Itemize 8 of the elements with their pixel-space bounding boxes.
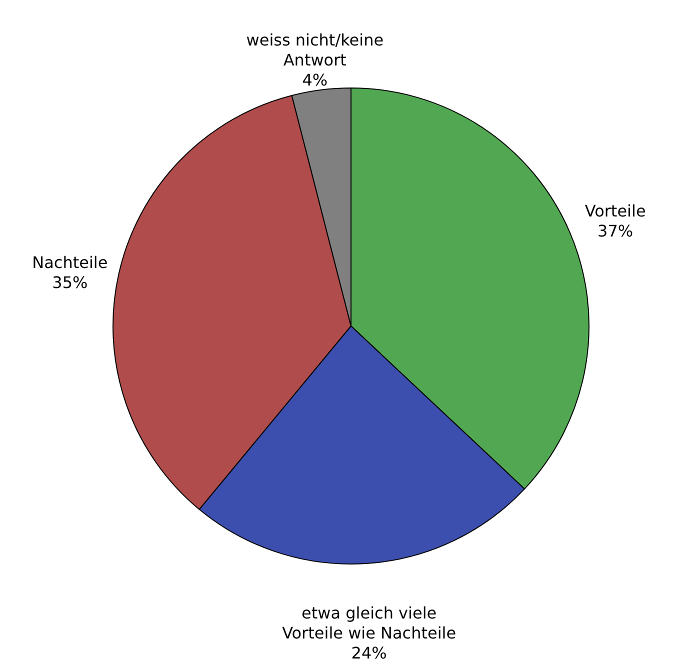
slice-label: etwa gleich viele Vorteile wie Nachteile	[282, 603, 456, 642]
data-label: 35%	[52, 273, 88, 292]
slice-label: Nachteile	[32, 253, 108, 272]
data-label: 24%	[351, 643, 387, 662]
slice-label: Vorteile	[584, 202, 646, 221]
slice-label: weiss nicht/keine Antwort	[246, 30, 384, 70]
data-label: 4%	[302, 70, 328, 90]
data-label: 37%	[598, 222, 634, 241]
